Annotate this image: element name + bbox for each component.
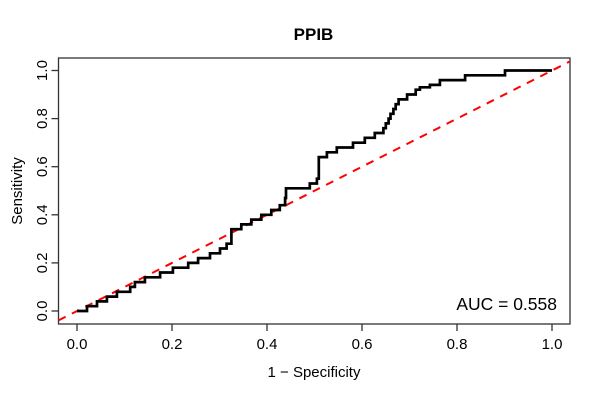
y-axis-label: Sensitivity <box>9 157 26 225</box>
chart-title: PPIB <box>294 25 334 44</box>
x-axis-tick-label: 0.0 <box>67 336 88 353</box>
y-axis-tick-label: 0.6 <box>34 156 51 177</box>
x-axis: 0.0 0.2 0.4 0.6 0.8 1.0 <box>67 324 563 353</box>
y-axis: 0.0 0.2 0.4 0.6 0.8 1.0 <box>34 60 59 321</box>
x-axis-tick-label: 1.0 <box>542 336 563 353</box>
plot-border-box <box>57 57 571 325</box>
y-axis-tick-label: 0.4 <box>34 204 51 225</box>
x-axis-tick-label: 0.4 <box>257 336 278 353</box>
roc-curve-line <box>77 69 552 313</box>
x-axis-label: 1 − Specificity <box>268 364 361 381</box>
y-axis-tick-label: 0.2 <box>34 252 51 273</box>
y-axis-tick-label: 0.8 <box>34 108 51 129</box>
y-axis-tick-label: 0.0 <box>34 301 51 322</box>
auc-annotation: AUC = 0.558 <box>456 294 557 314</box>
y-axis-tick-label: 1.0 <box>34 60 51 81</box>
x-axis-tick-label: 0.8 <box>447 336 468 353</box>
x-axis-tick-label: 0.2 <box>162 336 183 353</box>
x-axis-tick-label: 0.6 <box>352 336 373 353</box>
